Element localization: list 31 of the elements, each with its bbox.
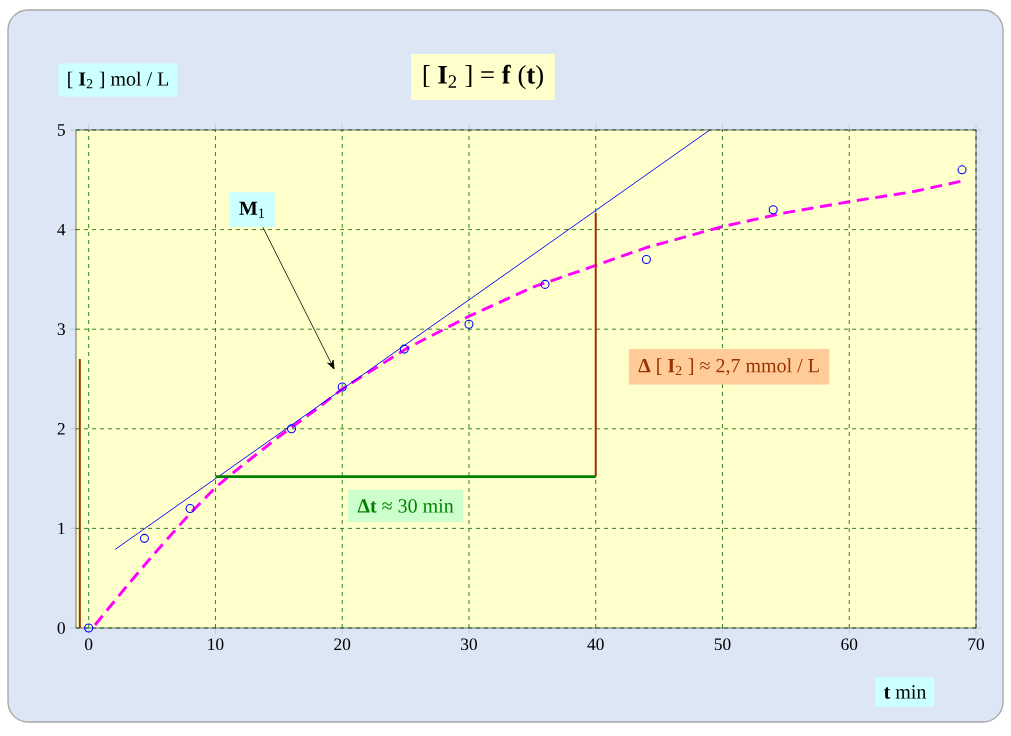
x-tick-label: 40	[587, 638, 604, 651]
x-tick-label: 30	[461, 638, 477, 651]
x-tick-label: 10	[208, 638, 224, 651]
point	[185, 503, 195, 514]
x-tick-label: 0	[85, 638, 93, 651]
point	[84, 623, 94, 633]
annotation: Δ [ I$_{2}$ ] ≈ 2,7 mmol / L	[638, 358, 819, 376]
y-tick-label: 5	[57, 124, 65, 136]
point	[399, 344, 409, 354]
point	[768, 205, 778, 215]
x-tick-label: 20	[334, 638, 351, 651]
point	[286, 424, 297, 434]
y-axis-title: [ I$_{2}$ ] mol / L	[68, 71, 169, 89]
annotation: M$_{1}$	[239, 201, 264, 218]
point	[139, 533, 149, 543]
x-tick-label: 50	[714, 638, 731, 651]
point	[540, 279, 550, 289]
point	[337, 382, 347, 392]
y-tick-label: 3	[57, 323, 65, 336]
point	[641, 254, 651, 265]
y-tick-label: 1	[58, 522, 65, 535]
point	[957, 165, 967, 175]
x-tick-label: 70	[968, 638, 985, 651]
y-tick-label: 0	[57, 622, 65, 634]
annotation: Δt ≈ 30 min	[357, 499, 454, 513]
y-tick-label: 2	[57, 423, 65, 435]
y-tick-label: 4	[57, 223, 66, 236]
x-tick-label: 60	[841, 638, 858, 651]
point	[464, 319, 474, 329]
chart-title: [ I$_{2}$ ] = f (t)	[423, 64, 543, 90]
x-axis-title: t min	[883, 685, 927, 699]
